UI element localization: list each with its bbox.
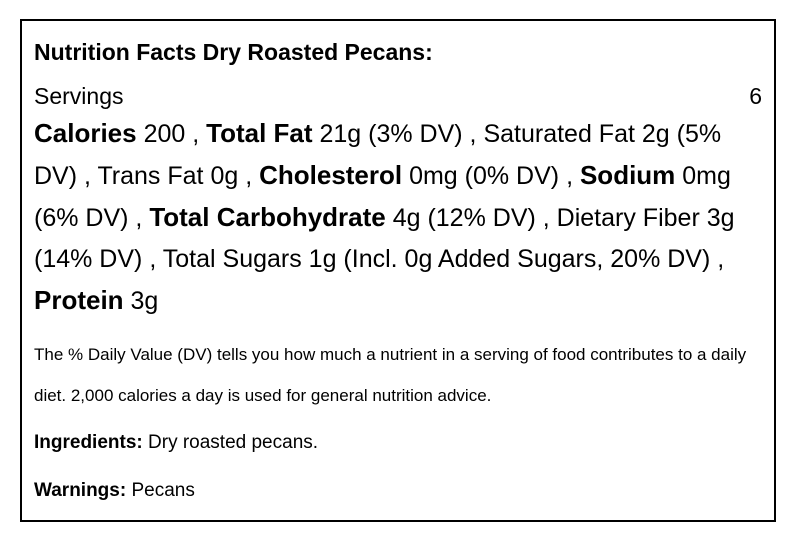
carbohydrate-label: Total Carbohydrate <box>149 202 386 232</box>
calories-value: 200 <box>143 120 186 148</box>
servings-value: 6 <box>749 83 762 109</box>
daily-value-note: The % Daily Value (DV) tells you how muc… <box>34 345 747 405</box>
nutrient-facts: Calories 200 , Total Fat 21g (3% DV) , S… <box>34 118 735 315</box>
servings-row: Servings 6 <box>34 79 762 113</box>
cholesterol-label: Cholesterol <box>259 160 403 190</box>
nutrition-label: Nutrition Facts Dry Roasted Pecans: Serv… <box>20 19 776 522</box>
calories-label: Calories <box>34 118 137 148</box>
ingredients-label: Ingredients: <box>34 432 143 453</box>
trans-fat: Trans Fat 0g <box>97 162 239 190</box>
total-fat-label: Total Fat <box>206 118 313 148</box>
servings-label: Servings <box>34 83 124 109</box>
total-fat-value: 21g (3% DV) <box>319 120 463 148</box>
warnings-label: Warnings: <box>34 480 127 501</box>
cholesterol-value: 0mg (0% DV) <box>409 162 560 190</box>
dietary-fiber: Dietary Fiber 3g (14% DV) <box>34 204 735 273</box>
protein-value: 3g <box>130 287 159 315</box>
warnings-row: Warnings: Pecans <box>34 479 762 503</box>
sodium-label: Sodium <box>579 160 676 190</box>
label-title: Nutrition Facts Dry Roasted Pecans: <box>34 39 433 65</box>
saturated-fat: Saturated Fat 2g (5% DV) <box>34 120 722 190</box>
protein-label: Protein <box>34 285 124 315</box>
ingredients-row: Ingredients: Dry roasted pecans. <box>34 431 762 455</box>
warnings-value: Pecans <box>131 480 195 501</box>
carbohydrate-value: 4g (12% DV) <box>392 204 536 232</box>
total-sugars: Total Sugars 1g (Incl. 0g Added Sugars, … <box>162 245 711 273</box>
ingredients-value: Dry roasted pecans. <box>148 432 319 453</box>
sodium-value: 0mg (6% DV) <box>34 162 731 232</box>
